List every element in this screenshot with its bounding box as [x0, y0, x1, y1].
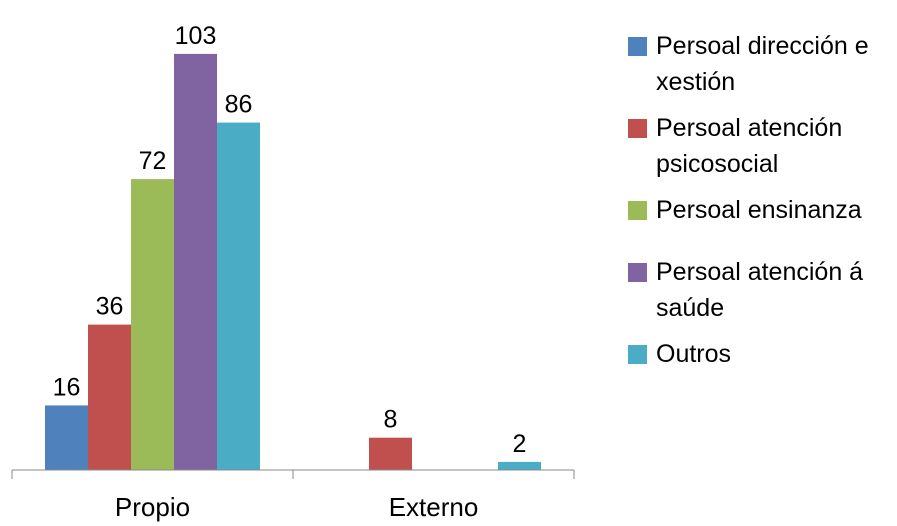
data-label: 72 — [139, 147, 167, 175]
x-axis-ticks — [11, 470, 575, 479]
legend-label: Persoal atención á saúde — [656, 258, 864, 322]
legend-item: Outros — [628, 336, 893, 372]
legend-label: Persoal ensinanza — [656, 196, 862, 224]
legend-item: Persoal ensinanza — [628, 192, 893, 228]
legend-label: Persoal dirección e xestión — [656, 32, 869, 96]
data-label: 86 — [225, 91, 253, 119]
bar — [88, 324, 131, 470]
legend: Persoal dirección e xestión Persoal atenc… — [628, 28, 893, 372]
bar — [131, 179, 174, 470]
bar — [369, 437, 412, 470]
legend-item: Persoal atención á saúde — [628, 254, 893, 326]
data-label: 36 — [96, 293, 124, 321]
data-labels-group: 16 36 72 103 86 8 2 — [53, 22, 527, 458]
data-label: 16 — [53, 373, 81, 401]
x-tick-label: Propio — [115, 492, 190, 522]
bar — [45, 405, 88, 470]
legend-label: Outros — [656, 340, 732, 368]
legend-swatch — [628, 201, 647, 220]
bars-group — [45, 53, 541, 471]
bar — [217, 122, 260, 470]
bar — [498, 461, 541, 470]
legend-swatch — [628, 37, 647, 56]
legend-swatch — [628, 345, 647, 364]
legend-item: Persoal atención psicosocial — [628, 110, 893, 182]
data-label: 103 — [175, 22, 217, 50]
x-tick-label: Externo — [389, 492, 479, 522]
legend-swatch — [628, 119, 647, 138]
data-label: 8 — [384, 406, 398, 434]
x-axis-tick-labels: Propio Externo — [115, 492, 478, 522]
data-label: 2 — [513, 430, 527, 458]
legend-swatch — [628, 263, 647, 282]
bar — [174, 53, 217, 471]
legend-item: Persoal dirección e xestión — [628, 28, 893, 100]
legend-label: Persoal atención psicosocial — [656, 114, 843, 178]
